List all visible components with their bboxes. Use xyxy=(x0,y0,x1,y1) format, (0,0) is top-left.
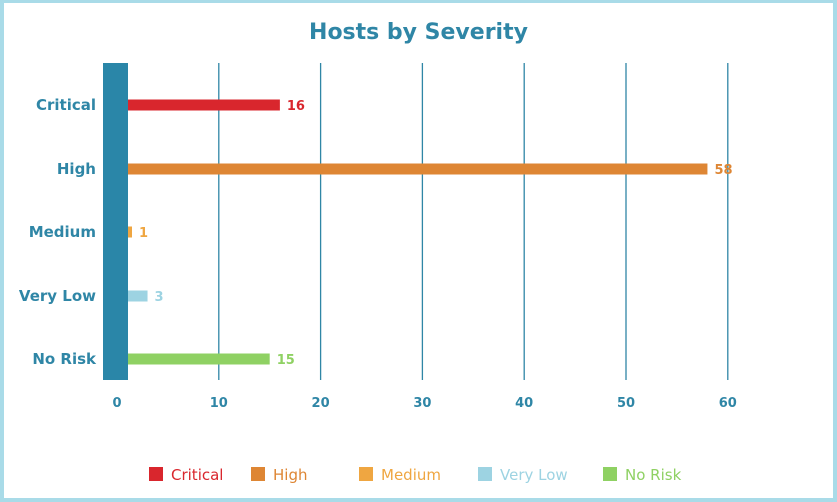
bar xyxy=(128,353,270,365)
bar xyxy=(128,163,708,175)
legend-label: Very Low xyxy=(500,466,568,484)
chart-title: Hosts by Severity xyxy=(309,20,528,45)
data-label: 15 xyxy=(277,353,295,368)
category-label: Medium xyxy=(29,223,96,241)
data-label: 58 xyxy=(714,163,732,178)
category-label: High xyxy=(57,160,96,178)
legend-swatch xyxy=(603,467,617,481)
category-label: No Risk xyxy=(32,350,97,368)
x-tick-label: 0 xyxy=(112,396,121,411)
x-tick-label: 40 xyxy=(515,396,533,411)
category-label: Very Low xyxy=(19,287,96,305)
x-tick-label: 20 xyxy=(312,396,330,411)
legend-swatch xyxy=(149,467,163,481)
bar xyxy=(128,99,280,111)
x-tick-label: 30 xyxy=(413,396,431,411)
bar xyxy=(128,290,148,302)
y-axis-band xyxy=(103,63,128,380)
legend-label: Critical xyxy=(171,466,223,484)
x-tick-label: 50 xyxy=(617,396,635,411)
legend-swatch xyxy=(478,467,492,481)
x-tick-label: 10 xyxy=(210,396,228,411)
x-tick-label: 60 xyxy=(719,396,737,411)
bar xyxy=(128,226,132,238)
legend-label: Medium xyxy=(381,466,441,484)
legend-label: High xyxy=(273,466,307,484)
legend-swatch xyxy=(359,467,373,481)
category-label: Critical xyxy=(36,96,96,114)
data-label: 3 xyxy=(155,290,164,305)
legend-swatch xyxy=(251,467,265,481)
data-label: 1 xyxy=(139,226,148,241)
legend-label: No Risk xyxy=(625,466,682,484)
data-label: 16 xyxy=(287,99,305,114)
